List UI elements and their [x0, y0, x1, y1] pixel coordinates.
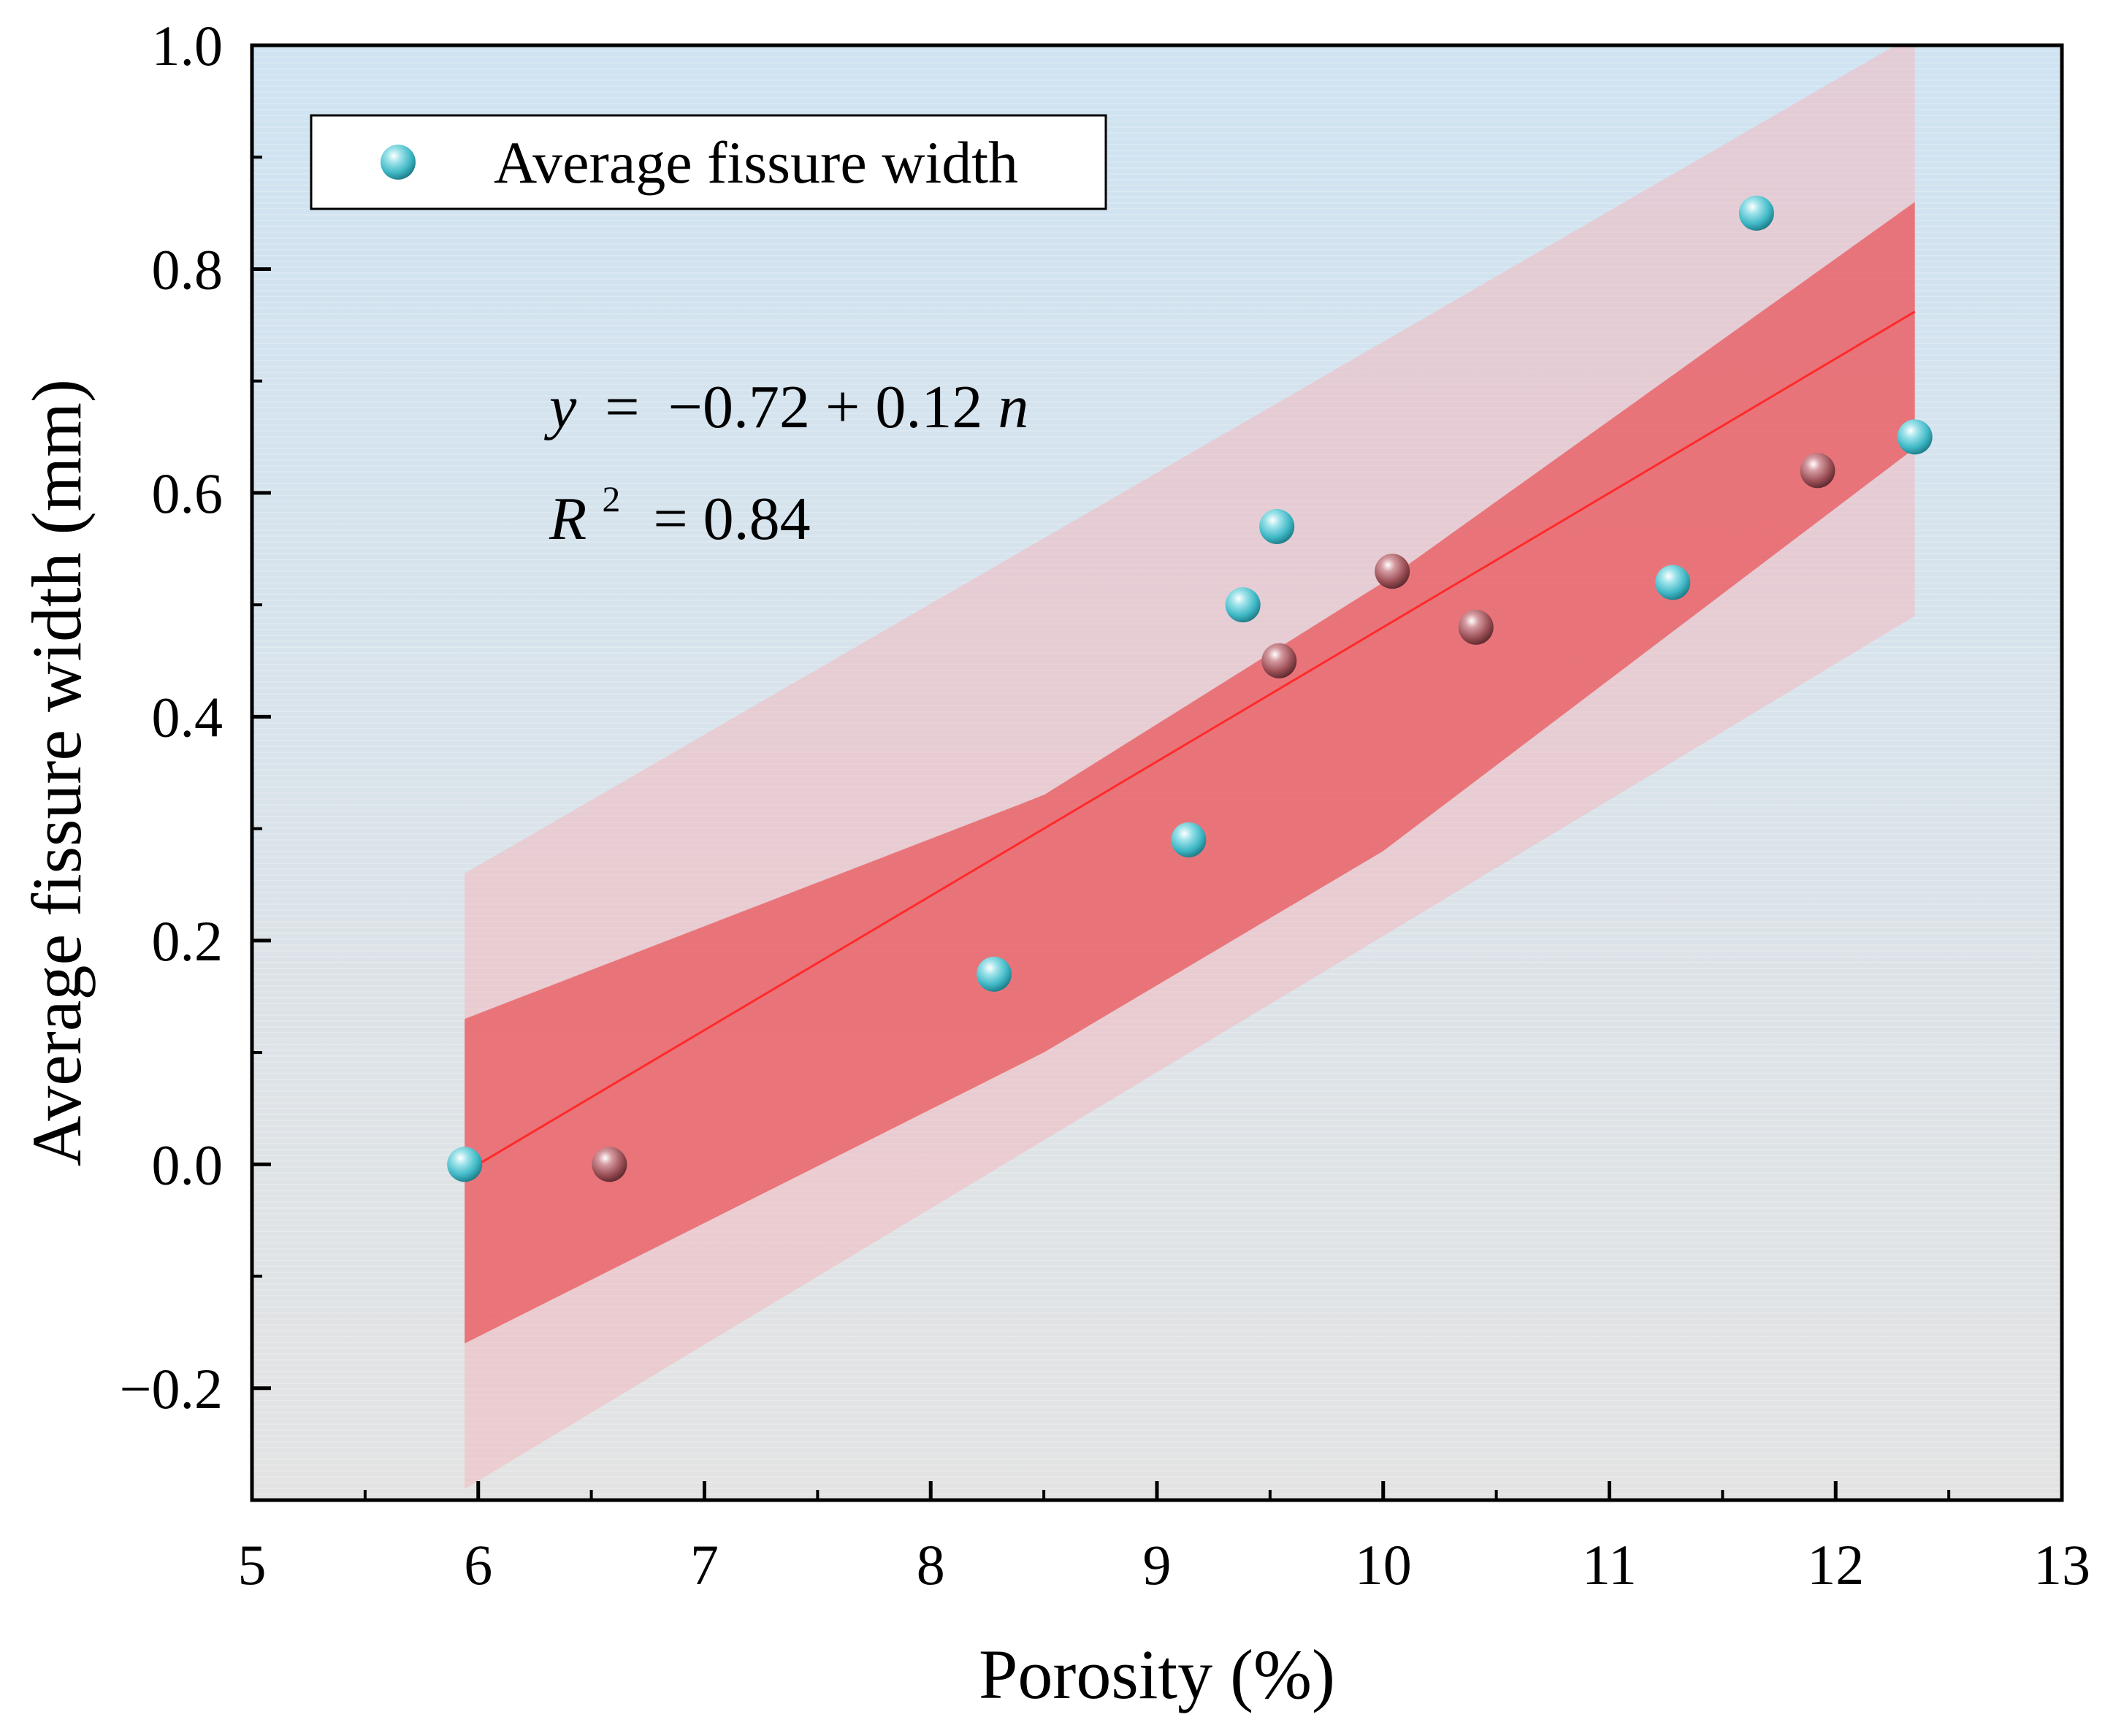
data-point-4 [1171, 822, 1207, 857]
y-tick-label: 0.8 [152, 237, 224, 301]
fit-equation: y = −0.72 + 0.12 n [543, 373, 1028, 441]
r-squared-exponent: 2 [602, 478, 620, 519]
y-tick-label: 0.4 [152, 685, 224, 749]
x-tick-label: 8 [917, 1533, 945, 1597]
confidence-band [465, 202, 1915, 1344]
data-point-5 [1225, 587, 1261, 623]
equation-equals: = [605, 373, 639, 441]
legend-label: Average fissure width [494, 129, 1018, 196]
legend-box [310, 114, 1107, 210]
x-tick-label: 11 [1582, 1533, 1637, 1597]
y-tick-label: 0.2 [152, 909, 224, 973]
fit-line [464, 310, 1916, 1174]
data-point-1 [447, 1147, 483, 1182]
r-squared: R 2 = 0.84 [549, 457, 811, 553]
y-tick-label: 0.6 [152, 462, 224, 525]
data-point-12 [1800, 453, 1835, 489]
y-tick-label: −0.2 [120, 1357, 224, 1420]
data-point-10 [1655, 565, 1691, 600]
data-point-6 [1259, 508, 1295, 544]
data-point-9 [1458, 609, 1494, 645]
x-tick-label: 6 [464, 1533, 492, 1597]
legend-marker [381, 145, 416, 180]
y-tick-label: 0.0 [152, 1133, 224, 1196]
data-point-3 [976, 956, 1012, 992]
data-point-13 [1897, 419, 1933, 455]
data-point-11 [1738, 195, 1774, 231]
legend: Average fissure width [310, 114, 1107, 210]
x-tick-label: 5 [238, 1533, 267, 1597]
x-tick-label: 12 [1807, 1533, 1864, 1597]
data-point-8 [1375, 554, 1410, 589]
equation-y: y [543, 373, 577, 441]
y-axis-ticks: −0.2 0.0 0.2 0.4 0.6 0.8 1.0 [120, 14, 271, 1502]
x-axis-title: Porosity (%) [979, 1635, 1335, 1713]
equation-variable: n [998, 373, 1028, 441]
y-tick-label: 1.0 [152, 14, 224, 77]
x-tick-label: 10 [1355, 1533, 1412, 1597]
data-points [447, 195, 1933, 1182]
r-squared-value: = 0.84 [653, 485, 810, 553]
data-point-7 [1261, 643, 1297, 678]
x-tick-label: 7 [690, 1533, 719, 1597]
y-axis-title: Average fissure width (mm) [18, 379, 96, 1166]
equation-rhs: −0.72 + 0.12 [668, 373, 983, 441]
r-squared-symbol: R [549, 485, 587, 553]
data-point-2 [592, 1147, 627, 1182]
x-axis-ticks: 5 6 7 8 9 10 11 12 13 [238, 1481, 2090, 1597]
x-tick-label: 13 [2033, 1533, 2090, 1597]
x-tick-label: 9 [1143, 1533, 1172, 1597]
